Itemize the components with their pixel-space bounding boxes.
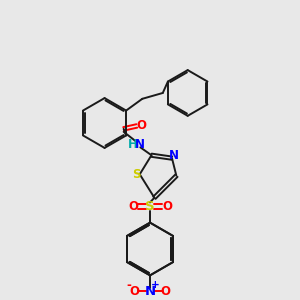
Text: O: O: [130, 285, 140, 298]
Text: N: N: [135, 139, 145, 152]
Text: H: H: [128, 139, 137, 152]
Text: S: S: [132, 168, 140, 181]
Text: O: O: [160, 285, 170, 298]
Text: O: O: [128, 200, 138, 213]
Text: O: O: [162, 200, 172, 213]
Text: N: N: [168, 149, 178, 162]
Text: O: O: [136, 119, 146, 132]
Text: -: -: [127, 278, 131, 292]
Text: S: S: [145, 200, 155, 213]
Text: N: N: [144, 285, 156, 298]
Text: +: +: [151, 280, 160, 290]
